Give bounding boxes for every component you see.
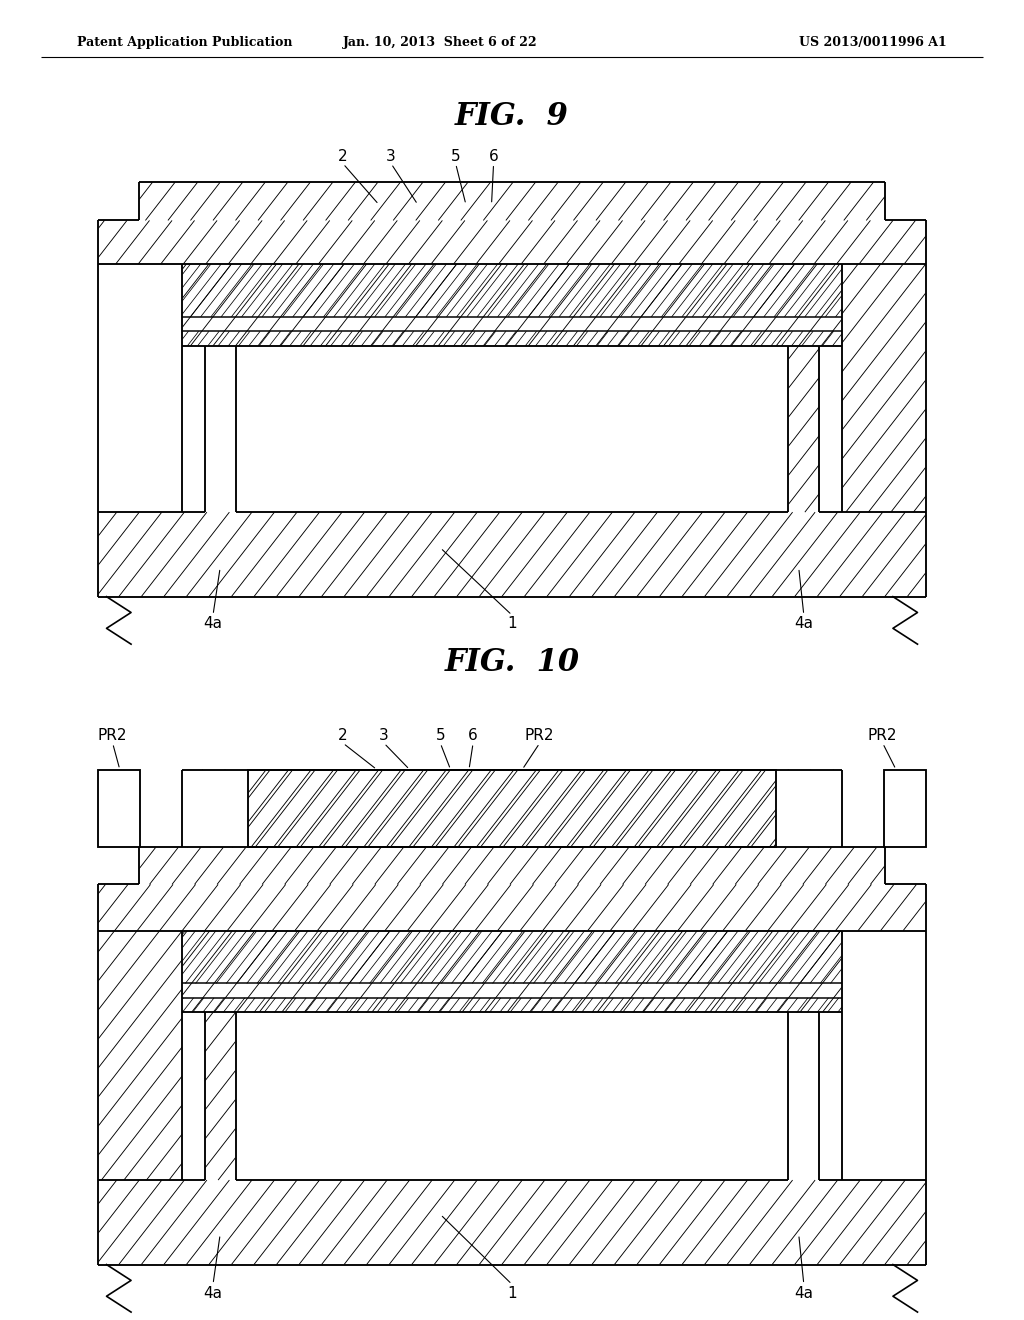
Bar bbox=[842, 264, 926, 512]
Bar bbox=[98, 220, 926, 264]
Bar bbox=[139, 182, 885, 220]
Text: 5: 5 bbox=[451, 149, 461, 164]
Bar bbox=[98, 770, 182, 847]
Text: 6: 6 bbox=[468, 729, 478, 743]
Bar bbox=[842, 770, 926, 847]
Text: 4a: 4a bbox=[795, 1286, 813, 1300]
Bar bbox=[139, 847, 885, 884]
Text: PR2: PR2 bbox=[525, 729, 554, 743]
Bar bbox=[139, 182, 885, 220]
Text: 3: 3 bbox=[379, 729, 389, 743]
Bar bbox=[248, 770, 776, 847]
Bar bbox=[98, 264, 182, 512]
Bar bbox=[140, 770, 248, 847]
Text: FIG.  9: FIG. 9 bbox=[455, 100, 569, 132]
Bar bbox=[182, 770, 842, 847]
Bar bbox=[98, 770, 140, 847]
Bar bbox=[182, 264, 842, 346]
Bar bbox=[98, 884, 926, 931]
Bar bbox=[98, 1180, 926, 1265]
Bar bbox=[884, 770, 926, 847]
Bar bbox=[98, 264, 182, 512]
Bar bbox=[98, 770, 140, 847]
Bar bbox=[98, 931, 182, 1180]
Bar bbox=[98, 931, 182, 1180]
Bar bbox=[182, 346, 205, 512]
Bar bbox=[236, 346, 788, 512]
Bar bbox=[182, 1012, 205, 1180]
Bar bbox=[98, 220, 926, 264]
Text: Jan. 10, 2013  Sheet 6 of 22: Jan. 10, 2013 Sheet 6 of 22 bbox=[343, 36, 538, 49]
Bar bbox=[98, 770, 140, 847]
Text: PR2: PR2 bbox=[868, 729, 897, 743]
Text: 2: 2 bbox=[338, 729, 348, 743]
Text: US 2013/0011996 A1: US 2013/0011996 A1 bbox=[800, 36, 947, 49]
Bar bbox=[788, 1012, 819, 1180]
Text: PR2: PR2 bbox=[98, 729, 127, 743]
Text: 5: 5 bbox=[435, 729, 445, 743]
Text: 2: 2 bbox=[338, 149, 348, 164]
Bar bbox=[205, 346, 236, 512]
Bar bbox=[819, 1012, 842, 1180]
Bar bbox=[788, 346, 819, 512]
Text: 1: 1 bbox=[507, 1286, 517, 1300]
Text: 4a: 4a bbox=[204, 1286, 222, 1300]
Bar bbox=[788, 1012, 819, 1180]
Bar bbox=[182, 931, 842, 1012]
Bar bbox=[236, 1012, 788, 1180]
Bar bbox=[98, 512, 926, 597]
Bar bbox=[98, 884, 926, 931]
Bar bbox=[776, 770, 884, 847]
Bar bbox=[205, 346, 236, 512]
Bar bbox=[884, 770, 926, 847]
Bar bbox=[139, 847, 885, 884]
Bar bbox=[182, 931, 842, 1012]
Bar bbox=[819, 346, 842, 512]
Bar bbox=[205, 1012, 236, 1180]
Bar bbox=[248, 770, 776, 847]
Text: 3: 3 bbox=[386, 149, 396, 164]
Text: 4a: 4a bbox=[795, 616, 813, 631]
Bar bbox=[98, 512, 926, 597]
Bar bbox=[842, 931, 926, 1180]
Bar bbox=[788, 346, 819, 512]
Bar bbox=[884, 770, 926, 847]
Bar bbox=[182, 264, 842, 346]
Bar bbox=[842, 264, 926, 512]
Text: Patent Application Publication: Patent Application Publication bbox=[77, 36, 292, 49]
Text: 6: 6 bbox=[488, 149, 499, 164]
Text: 1: 1 bbox=[507, 616, 517, 631]
Bar bbox=[98, 1180, 926, 1265]
Bar bbox=[182, 770, 842, 847]
Text: 4a: 4a bbox=[204, 616, 222, 631]
Bar bbox=[205, 1012, 236, 1180]
Bar bbox=[842, 931, 926, 1180]
Text: FIG.  10: FIG. 10 bbox=[444, 647, 580, 678]
Bar bbox=[248, 770, 776, 847]
